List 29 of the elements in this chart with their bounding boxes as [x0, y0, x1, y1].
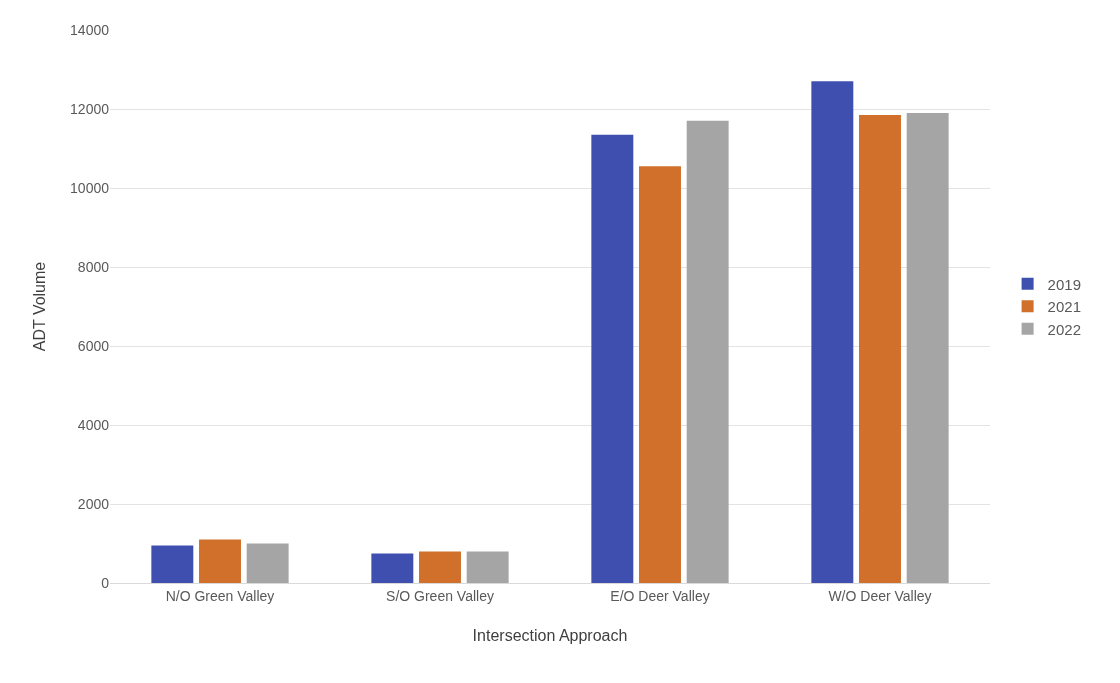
y-tick-label: 4000	[77, 416, 110, 433]
x-tick-label: N/O Green Valley	[165, 587, 275, 604]
legend-label: 2022	[1047, 320, 1081, 338]
bar	[466, 551, 509, 583]
y-tick-label: 10000	[70, 179, 110, 196]
bar	[371, 553, 414, 583]
bar	[419, 551, 461, 583]
bar	[686, 120, 729, 583]
bar	[199, 539, 241, 583]
y-tick-label: 12000	[70, 100, 110, 117]
bar	[811, 81, 854, 583]
x-tick-label: E/O Deer Valley	[610, 587, 710, 604]
legend-label: 2019	[1047, 275, 1081, 293]
y-tick-label: 8000	[77, 258, 110, 275]
y-axis-title: ADT Volume	[30, 261, 48, 352]
x-axis-title: Intersection Approach	[472, 627, 628, 644]
legend-label: 2021	[1047, 298, 1081, 316]
y-tick-label: 6000	[77, 337, 110, 354]
bar	[246, 543, 289, 583]
x-tick-label: W/O Deer Valley	[828, 587, 932, 604]
bar	[151, 545, 194, 583]
y-tick-label: 14000	[70, 21, 110, 38]
y-tick-label: 0	[101, 574, 110, 591]
bar	[859, 114, 901, 583]
y-tick-label: 2000	[77, 495, 110, 512]
bar	[591, 134, 634, 583]
bar	[639, 166, 681, 583]
bar	[906, 112, 949, 583]
x-tick-label: S/O Green Valley	[386, 587, 494, 604]
